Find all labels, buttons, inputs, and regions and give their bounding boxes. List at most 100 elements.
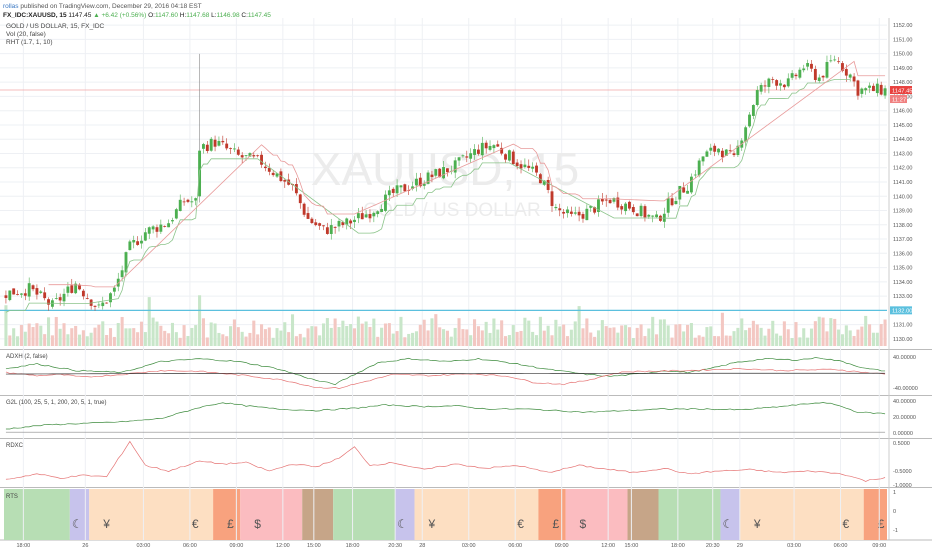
volume-bar <box>751 320 755 346</box>
open-value: 1147.60 <box>155 12 178 19</box>
candle-body <box>426 172 430 184</box>
volume-bar <box>701 336 705 346</box>
candle-body <box>81 290 85 297</box>
volume-bar <box>778 335 783 346</box>
candle-body <box>600 198 604 202</box>
candle-body <box>349 220 353 224</box>
volume-bar <box>31 327 35 346</box>
candle-body <box>829 60 833 62</box>
volume-bar <box>302 337 306 346</box>
candle-body <box>790 73 794 78</box>
candle-body <box>372 212 376 217</box>
volume-bar <box>627 327 631 346</box>
panel-red-line <box>5 440 886 482</box>
indicator-vol: Vol (20, false) <box>6 31 46 38</box>
volume-bar <box>763 335 767 346</box>
volume-bar <box>732 331 736 346</box>
candle-body <box>566 209 569 214</box>
candle-body <box>112 287 116 292</box>
volume-bar <box>244 336 248 346</box>
session-block <box>69 489 90 540</box>
volume-bar <box>813 321 817 346</box>
volume-bar <box>593 336 597 346</box>
volume-bar <box>709 326 713 346</box>
volume-bar <box>608 327 612 346</box>
candle-body <box>310 218 314 223</box>
volume-bar <box>349 324 353 346</box>
candle-body <box>705 151 709 157</box>
session-block <box>395 489 415 540</box>
candle-body <box>476 149 480 154</box>
candle-body <box>639 205 643 217</box>
candle-body <box>329 225 333 234</box>
volume-bar <box>860 326 864 346</box>
candle-body <box>779 83 782 86</box>
candle-body <box>202 144 205 149</box>
candle-body <box>302 203 306 215</box>
volume-bar <box>356 316 360 346</box>
volume-bar <box>136 332 140 346</box>
candle-body <box>35 288 39 295</box>
volume-bar <box>341 320 345 346</box>
volume-bar <box>170 322 175 346</box>
candle-body <box>693 174 697 176</box>
session-block <box>515 489 539 540</box>
volume-bar <box>678 324 682 346</box>
volume-bar <box>775 333 779 346</box>
volume-bar <box>581 328 585 346</box>
candle-body <box>8 290 12 301</box>
candle-body <box>837 61 841 63</box>
volume-bar <box>523 317 527 346</box>
volume-bar <box>868 324 872 346</box>
candle-body <box>391 188 395 193</box>
volume-bar <box>430 318 434 346</box>
volume-bar <box>283 322 287 346</box>
y-tick-label: 1150.00 <box>893 52 912 58</box>
candle-body <box>833 59 837 61</box>
volume-bar <box>469 335 473 346</box>
volume-bar <box>658 319 662 346</box>
candle-body <box>806 63 810 67</box>
candle-body <box>527 165 531 168</box>
volume-bar <box>689 323 693 346</box>
x-tick-label: 09:00 <box>229 543 243 549</box>
y-tick-label: 1144.00 <box>893 137 912 143</box>
close-value: 1147.45 <box>248 12 271 19</box>
candle-body <box>453 160 457 173</box>
y-tick-label: 1151.00 <box>893 37 912 43</box>
author-link: rollas <box>3 3 19 10</box>
header: rollas published on TradingView.com, Dec… <box>3 3 271 46</box>
candle-body <box>217 140 221 146</box>
x-tick-label: 06:00 <box>508 543 522 549</box>
volume-bar <box>480 330 484 346</box>
volume-bar <box>58 328 62 346</box>
candle-body <box>624 203 628 212</box>
candle-body <box>128 241 132 251</box>
volume-bar <box>620 325 624 346</box>
volume-bar <box>736 327 740 346</box>
volume-bar <box>542 330 546 346</box>
candle-body <box>105 302 109 304</box>
countdown-label: 11:27 <box>892 97 906 103</box>
y-tick-label: -1 <box>893 528 898 534</box>
volume-bar <box>809 328 814 346</box>
volume-bar <box>116 323 120 346</box>
volume-bar <box>105 335 109 346</box>
candle-body <box>573 212 577 214</box>
candle-body <box>411 186 415 189</box>
volume-bar <box>329 327 333 346</box>
volume-bar <box>201 318 205 346</box>
y-tick-label: -0.5000 <box>893 469 912 475</box>
volume-bar <box>670 337 674 346</box>
session-symbol: £ <box>878 517 885 531</box>
volume-bar <box>442 329 446 346</box>
candle-body <box>558 208 562 211</box>
volume-bar <box>503 336 508 346</box>
candle-body <box>546 179 550 190</box>
volume-bar <box>360 323 364 346</box>
volume-bar <box>77 334 82 346</box>
symbol-label: FX_IDC:XAUUSD, 15 <box>3 12 67 19</box>
candle-body <box>78 284 81 290</box>
y-tick-label: 1139.00 <box>893 209 912 215</box>
volume-bar <box>875 332 879 346</box>
